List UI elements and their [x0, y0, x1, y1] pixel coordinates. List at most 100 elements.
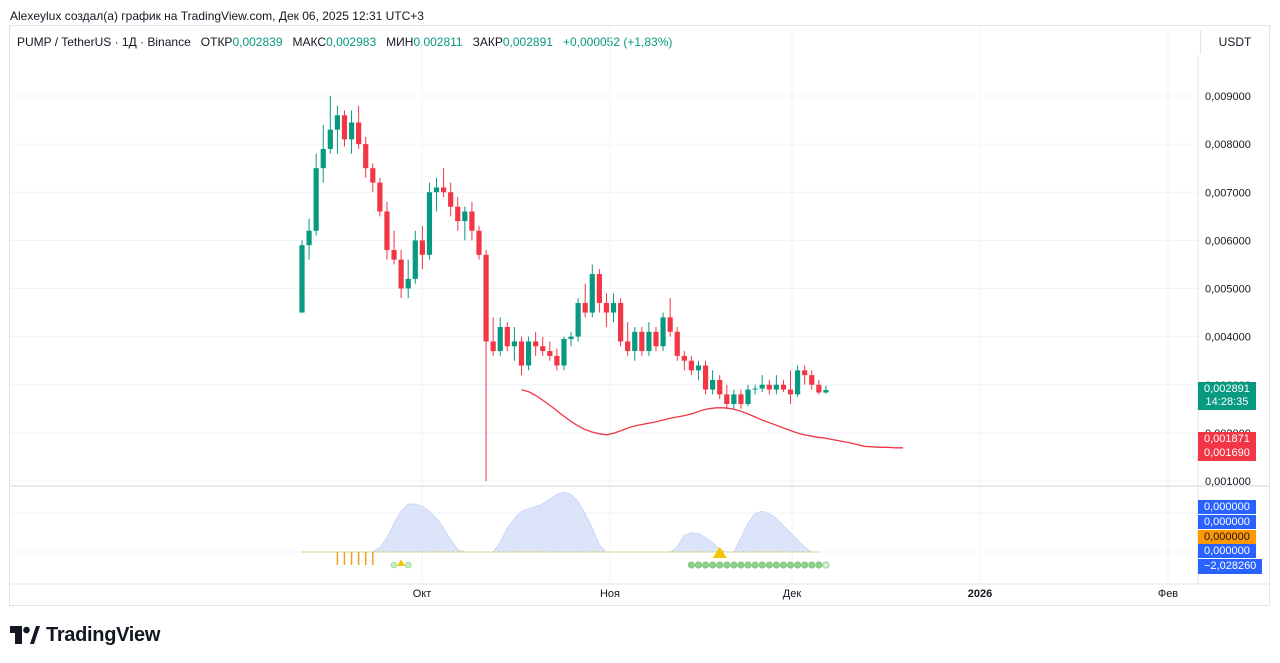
- candle-body: [547, 351, 553, 356]
- y-tick-label: 0,009000: [1205, 91, 1251, 103]
- candle-body: [752, 388, 758, 390]
- candle-body: [398, 259, 404, 289]
- symbol-legend[interactable]: PUMP / TetherUS · 1Д · Binance ОТКР0,002…: [17, 35, 672, 49]
- signal-dot: [723, 561, 731, 569]
- countdown-value: 14:28:35: [1205, 396, 1249, 408]
- candle-body: [759, 384, 765, 389]
- close-value: 0,002891: [502, 35, 553, 49]
- candle-body: [702, 365, 709, 390]
- candle-body: [455, 206, 461, 222]
- low-label: МИН: [386, 35, 414, 49]
- candle-body: [582, 302, 588, 313]
- signal-dot: [758, 561, 766, 569]
- candle-body: [610, 302, 617, 313]
- candle-body: [356, 122, 362, 145]
- signal-dot: [794, 561, 802, 569]
- candle-body: [433, 187, 440, 193]
- candle-body: [497, 327, 503, 352]
- candle-body: [412, 240, 418, 279]
- indicator-tag-3: 0,000000: [1198, 530, 1256, 544]
- signal-dot: [404, 561, 412, 569]
- candle-body: [313, 168, 319, 231]
- y-tick-label: 0,005000: [1205, 284, 1251, 296]
- signal-dot: [772, 561, 780, 569]
- signal-triangle: [397, 559, 406, 566]
- signal-dot: [716, 561, 724, 569]
- candle-body: [518, 341, 525, 366]
- signal-dot: [751, 561, 759, 569]
- change-value: +0,000052 (+1,83%): [562, 35, 673, 49]
- signal-dot: [694, 561, 702, 569]
- indicator-tag-5-value: −2,028260: [1204, 560, 1257, 572]
- currency-button[interactable]: USDT: [1200, 30, 1269, 54]
- candle-body: [370, 168, 376, 183]
- candle-body: [738, 394, 744, 404]
- y-tick-label: 0,007000: [1205, 187, 1251, 199]
- signal-dot: [744, 561, 752, 569]
- candle-body: [561, 339, 567, 366]
- candle-body: [823, 389, 829, 393]
- indicator-tag-4: 0,000000: [1198, 544, 1256, 558]
- candle-body: [441, 187, 447, 193]
- candle-body: [618, 302, 624, 342]
- candle-body: [653, 331, 659, 347]
- symbol-name[interactable]: PUMP / TetherUS · 1Д · Binance: [17, 35, 191, 49]
- candle-body: [603, 302, 610, 313]
- open-label: ОТКР: [200, 35, 233, 49]
- candle-body: [674, 331, 680, 356]
- chart-frame: [9, 25, 1270, 606]
- candle-body: [681, 355, 687, 361]
- moving-average: [521, 388, 904, 449]
- candle-body: [731, 394, 737, 404]
- signal-dot: [801, 561, 809, 569]
- indicator-area: [302, 491, 819, 553]
- ma-tag-1-value: 0,001871: [1204, 433, 1250, 445]
- tradingview-logo[interactable]: TradingView: [10, 622, 160, 648]
- y-tick-label: 0,008000: [1205, 139, 1251, 151]
- signal-dot: [709, 561, 717, 569]
- indicator-tag-1-value: 0,000000: [1204, 501, 1250, 513]
- candle-body: [462, 211, 468, 222]
- candle-body: [568, 336, 574, 340]
- candle-body: [766, 384, 772, 390]
- candle-body: [667, 317, 673, 332]
- ma-line: [521, 388, 904, 449]
- candle-body: [469, 211, 475, 231]
- candle-body: [525, 341, 532, 366]
- indicator-tag-3-value: 0,000000: [1204, 531, 1250, 543]
- candle-body: [816, 384, 822, 393]
- price-axis[interactable]: 0,009000 0,008000 0,007000 0,006000 0,005000…: [1205, 91, 1251, 488]
- candle-body: [405, 278, 411, 289]
- indicator-pane: [302, 491, 830, 569]
- signal-dot: [737, 561, 745, 569]
- signal-dot: [390, 561, 398, 569]
- candle-body: [596, 274, 602, 303]
- candle-body: [348, 122, 355, 140]
- candle-body: [773, 384, 779, 390]
- candle-body: [419, 240, 425, 255]
- ma-tag-1: 0,001871: [1198, 432, 1256, 446]
- candle-body: [320, 148, 326, 169]
- candle-body: [802, 370, 808, 376]
- y-tick-label: 0,004000: [1205, 332, 1251, 344]
- x-tick-label: Ноя: [600, 588, 620, 600]
- candle-body: [377, 182, 383, 212]
- last-price-tag: 0,002891 14:28:35: [1198, 382, 1256, 410]
- x-tick-label: Фев: [1158, 588, 1178, 600]
- indicator-tag-4-value: 0,000000: [1204, 545, 1250, 557]
- high-value: 0,002983: [326, 35, 377, 49]
- candle-body: [511, 341, 517, 347]
- candle-body: [540, 346, 546, 352]
- close-label: ЗАКР: [472, 35, 503, 49]
- signal-dot: [702, 561, 710, 569]
- indicator-tag-2: 0,000000: [1198, 515, 1256, 529]
- candle-body: [504, 327, 510, 347]
- open-value: 0,002839: [232, 35, 283, 49]
- tradingview-wordmark: TradingView: [46, 623, 161, 646]
- candle-body: [724, 394, 730, 404]
- candle-body: [483, 254, 489, 342]
- x-tick-label: 2026: [968, 588, 992, 600]
- signal-dot: [787, 561, 795, 569]
- time-axis[interactable]: Окт Ноя Дек 2026 Фев: [413, 588, 1179, 600]
